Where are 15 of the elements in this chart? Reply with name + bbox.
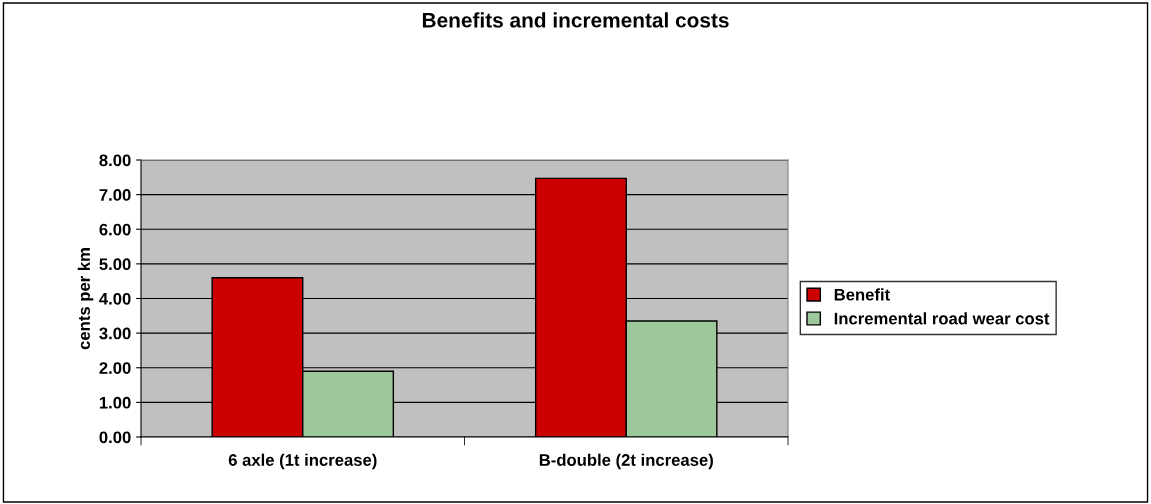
x-tick-label: 6 axle (1t increase)	[228, 453, 377, 470]
y-tick-label: 3.00	[99, 327, 131, 340]
y-tick-label: 4.00	[99, 292, 131, 305]
y-tick-label: 1.00	[99, 396, 131, 409]
chart-title: Benefits and incremental costs	[422, 12, 729, 28]
y-tick-label: 7.00	[99, 189, 131, 201]
legend-label: Benefit	[834, 288, 890, 301]
x-tick-label: B-double (2t increase)	[539, 453, 713, 470]
legend-label: Incremental road wear cost	[834, 312, 1050, 325]
y-tick-label: 2.00	[99, 362, 131, 374]
y-tick-label: 6.00	[99, 223, 131, 236]
y-tick-label: 0.00	[99, 431, 131, 444]
y-tick-label: 5.00	[99, 258, 131, 271]
y-axis-title: cents per km	[77, 248, 94, 350]
y-tick-label: 8.00	[99, 154, 131, 167]
